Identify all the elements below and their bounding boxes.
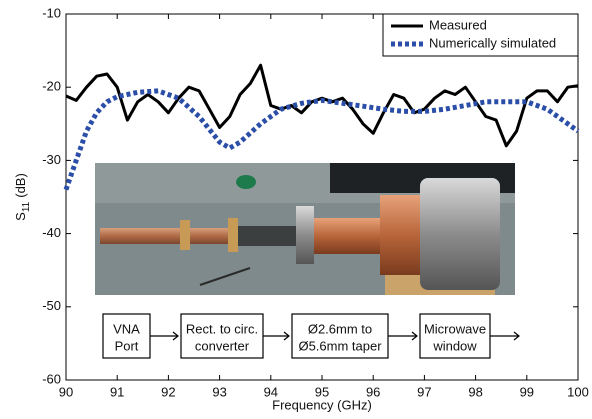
x-tick-label: 93 bbox=[212, 384, 226, 399]
x-tick-label: 91 bbox=[110, 384, 124, 399]
inset-photo bbox=[95, 163, 515, 295]
y-axis-label-part: (dB) bbox=[13, 173, 28, 198]
y-axis-label-part: S bbox=[13, 212, 28, 221]
x-tick-label: 90 bbox=[59, 384, 73, 399]
x-tick-label: 96 bbox=[366, 384, 380, 399]
legend-label: Measured bbox=[429, 17, 487, 32]
block-label: Microwave bbox=[424, 321, 486, 336]
y-tick-label: -50 bbox=[42, 298, 61, 313]
y-tick-label: -60 bbox=[42, 371, 61, 386]
x-tick-label: 98 bbox=[468, 384, 482, 399]
block-diagram bbox=[102, 313, 520, 359]
series-line bbox=[63, 88, 580, 191]
x-tick-label: 92 bbox=[161, 384, 175, 399]
legend-label: Numerically simulated bbox=[429, 35, 556, 50]
x-tick-label: 100 bbox=[567, 384, 589, 399]
y-axis-label: S11 (dB) bbox=[13, 173, 31, 221]
block-label: Ø5.6mm taper bbox=[298, 338, 382, 353]
y-axis-label-part: 11 bbox=[21, 201, 32, 212]
y-tick-label: -10 bbox=[42, 5, 61, 20]
y-tick-label: -40 bbox=[42, 225, 61, 240]
y-tick-label: -20 bbox=[42, 79, 61, 94]
block-label: window bbox=[432, 338, 477, 353]
block-label: Rect. to circ. bbox=[186, 321, 258, 336]
x-axis-label: Frequency (GHz) bbox=[272, 397, 372, 412]
x-tick-label: 99 bbox=[520, 384, 534, 399]
x-tick-label: 95 bbox=[315, 384, 329, 399]
legend-box bbox=[382, 13, 579, 57]
block-label: converter bbox=[195, 338, 250, 353]
block-label: VNA bbox=[113, 321, 140, 336]
x-tick-label: 94 bbox=[264, 384, 278, 399]
x-tick-label: 97 bbox=[417, 384, 431, 399]
series-line bbox=[65, 63, 579, 148]
block-label: Port bbox=[115, 338, 139, 353]
block-label: Ø2.6mm to bbox=[308, 321, 372, 336]
y-tick-label: -30 bbox=[42, 152, 61, 167]
